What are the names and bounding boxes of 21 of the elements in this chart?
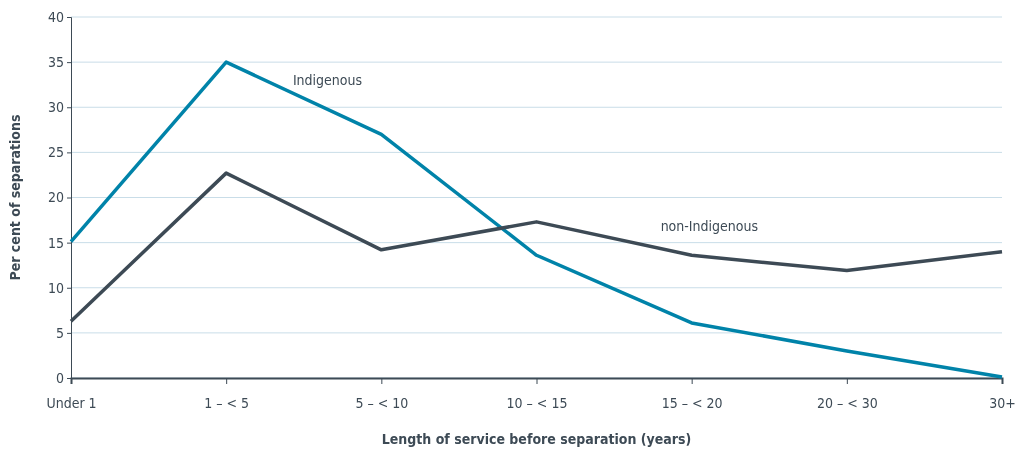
x-tick-label: 5 – < 10 [355, 394, 409, 411]
y-tick-label: 35 [47, 54, 64, 71]
x-tick-label: 20 – < 30 [816, 394, 878, 411]
x-tick-label: 15 – < 20 [661, 394, 723, 411]
y-tick-label: 10 [47, 279, 64, 296]
y-tick-label: 0 [55, 369, 64, 386]
y-tick-label: 40 [47, 8, 64, 25]
y-axis-title: Per cent of separations [7, 114, 23, 281]
y-tick-label: 25 [47, 144, 64, 161]
x-axis-title: Length of service before separation (years) [381, 431, 692, 447]
x-tick-label: 10 – < 15 [506, 394, 568, 411]
y-tick-label: 15 [47, 234, 64, 251]
series-label: Indigenous [292, 71, 363, 88]
y-tick-label: 20 [47, 189, 64, 206]
y-tick-label: 5 [55, 324, 64, 341]
y-tick-label: 30 [47, 99, 64, 116]
x-tick-label: 30+ [989, 394, 1016, 411]
x-tick-label: 1 – < 5 [204, 394, 250, 411]
series-label: non-Indigenous [660, 217, 759, 234]
line-series [69, 60, 1004, 379]
x-tick-label: Under 1 [46, 394, 97, 411]
